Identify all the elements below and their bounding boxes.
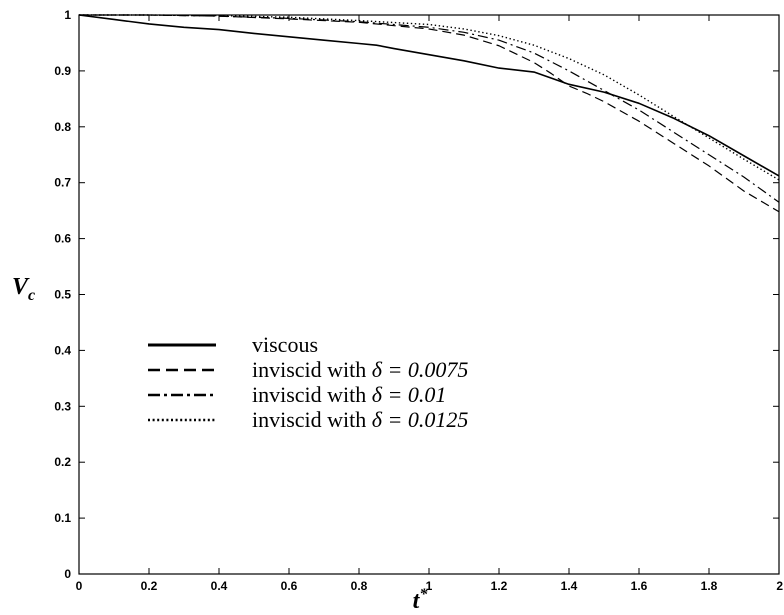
legend-entry-solid: viscous [252, 332, 318, 357]
x-tick-label: 0.4 [211, 579, 228, 593]
x-tick-label: 1.2 [491, 579, 508, 593]
x-tick-label: 1.8 [701, 579, 718, 593]
legend-entry-label: viscous [252, 332, 318, 357]
y-tick-label: 0.9 [54, 64, 71, 78]
legend-entry-label: inviscid with [252, 357, 372, 382]
series-lines [78, 14, 780, 213]
x-tick-label: 0.6 [281, 579, 298, 593]
legend-entry-dashed: inviscid with δ = 0.0075 [252, 357, 468, 382]
series-line-dashed [79, 14, 780, 213]
y-tick-label: 0.4 [54, 343, 71, 357]
plot-area [78, 14, 780, 575]
series-line-solid [78, 14, 780, 177]
legend-entry-label: inviscid with [252, 382, 372, 407]
series-line-dotted [79, 14, 780, 181]
x-tick-label: 1.6 [631, 579, 648, 593]
legend-entry-dotted: inviscid with δ = 0.0125 [252, 407, 468, 432]
legend-entry-math: δ = 0.0075 [372, 357, 469, 382]
y-tick-label: 0.2 [54, 455, 71, 469]
legend-entry-math: δ = 0.01 [372, 382, 447, 407]
legend-entry-math: δ = 0.0125 [372, 407, 469, 432]
y-tick-label: 1 [64, 8, 71, 22]
x-tick-label: 1.4 [561, 579, 578, 593]
y-axis-title: Vc [12, 274, 35, 304]
y-tick-label: 0.8 [54, 120, 71, 134]
y-tick-label: 0 [64, 567, 71, 581]
legend-entry-dashdot: inviscid with δ = 0.01 [252, 382, 446, 407]
y-axis-label-sub: c [28, 287, 35, 304]
y-axis-label-main: V [12, 274, 30, 300]
series-line-dashdot [79, 14, 780, 203]
y-tick-label: 0.3 [54, 399, 71, 413]
plot-frame [78, 14, 780, 575]
y-tick-label: 0.7 [54, 176, 71, 190]
y-tick-label: 0.6 [54, 232, 71, 246]
x-axis-title: t* [413, 586, 429, 614]
x-tick-label: 0.2 [141, 579, 158, 593]
x-tick-label: 2 [776, 579, 783, 593]
y-tick-label: 0.5 [54, 288, 71, 302]
x-tick-label: 0 [76, 579, 83, 593]
x-tick-label: 0.8 [351, 579, 368, 593]
x-axis-label-sup: * [419, 586, 428, 603]
legend-entry-label: inviscid with [252, 407, 372, 432]
x-axis-label-main: t [413, 588, 421, 614]
x-tick-label: 1 [426, 579, 433, 593]
axis-ticks: 0 0.2 0.4 0.6 0.8 1 1.2 1.4 1.6 1.8 2 0 0.1 0.2 0.3 0.4… [54, 8, 783, 593]
y-tick-label: 0.1 [54, 511, 71, 525]
